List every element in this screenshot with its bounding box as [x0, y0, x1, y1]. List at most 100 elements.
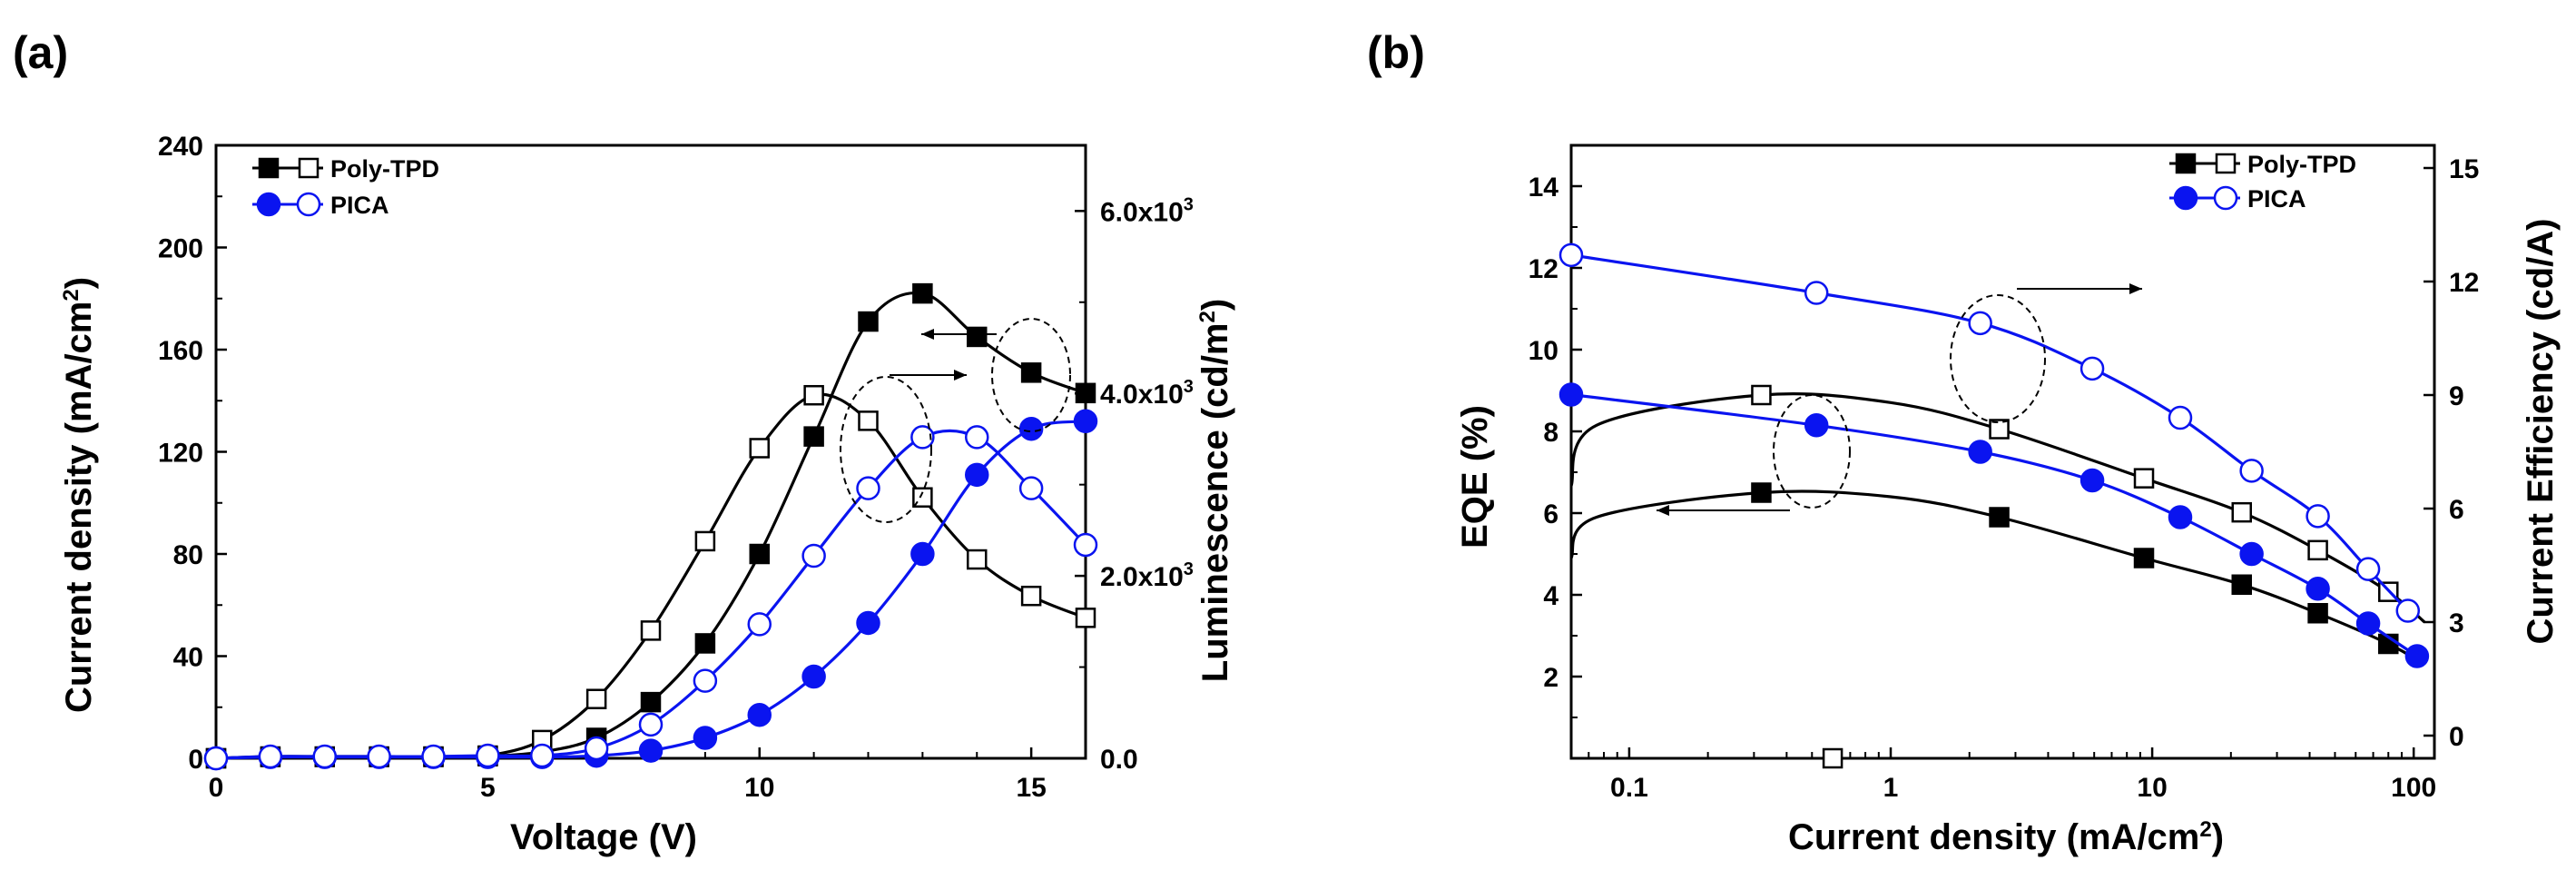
- chart-a-series-3-point-1: [258, 744, 283, 769]
- chart-a-series-3-point-4: [421, 744, 446, 769]
- chart-a-series-0-point-9: [694, 633, 716, 654]
- chart-a-series-0-point-15: [1020, 362, 1042, 383]
- chart-b-y2tick-label-2: 6: [2449, 495, 2464, 525]
- chart-a-series-3-point-3: [367, 744, 391, 769]
- chart-a-series-0-point-8: [640, 691, 662, 713]
- chart-b-ytick-label-2: 6: [1543, 499, 1558, 529]
- chart-a-series-0-point-16: [1075, 382, 1096, 404]
- chart-b-series-4-point-1: [1804, 281, 1829, 305]
- panel-label-a: (a): [13, 27, 68, 78]
- chart-a-annotation-arrow-1-head: [954, 370, 967, 381]
- chart-a-series-3-point-0: [203, 746, 229, 771]
- chart-b-xtick-label-1: 1: [1883, 773, 1899, 803]
- chart-a-series-0-point-13: [912, 282, 933, 304]
- chart-b-ytick-label-6: 14: [1529, 173, 1559, 203]
- chart-a-ytick-label-1: 40: [173, 643, 203, 673]
- chart-a-series-0-point-14: [967, 326, 988, 348]
- chart-b-series-3-point-7: [2355, 611, 2381, 636]
- chart-b-series-1-point-5: [2133, 468, 2155, 489]
- chart-a-legend-label-1: PICA: [330, 192, 389, 219]
- chart-b-series-3-point-4: [2168, 505, 2193, 529]
- chart-a-series-2-point-13: [910, 541, 935, 567]
- chart-b-series-4-point-5: [2239, 459, 2264, 483]
- chart-b-series-4-point-7: [2355, 557, 2381, 581]
- chart-b-series-4-point-0: [1558, 242, 1584, 268]
- chart-b-ytick-label-1: 4: [1543, 581, 1558, 611]
- chart-a-series-1-point-16: [1075, 608, 1096, 628]
- chart-a-series-1-point-15: [1020, 585, 1042, 607]
- chart-a-series-3-point-16: [1073, 532, 1098, 558]
- chart-b-xtick-label-3: 100: [2391, 773, 2436, 803]
- chart-a-ylabel-right: Luminescence (cd/m2): [1195, 299, 1235, 682]
- chart-a-series-0-point-10: [749, 543, 770, 565]
- chart-b-series-0-point-7: [2307, 603, 2328, 624]
- chart-b-y2tick-label-5: 15: [2449, 154, 2479, 184]
- chart-a-xtick-label-3: 15: [1016, 773, 1046, 803]
- chart-b-legend-marker-open-0: [2215, 153, 2237, 174]
- chart-b-series-3-point-2: [1968, 440, 1992, 464]
- chart-a-series-2-point-15: [1018, 416, 1044, 441]
- chart-a-series-3-point-5: [476, 743, 500, 768]
- chart-a-annotation-ellipse-1: [840, 376, 932, 523]
- chart-a-xlabel: Voltage (V): [510, 817, 697, 857]
- chart-b-ytick-label-4: 10: [1529, 336, 1558, 366]
- chart-a-series-3-point-10: [747, 612, 772, 637]
- chart-a-series-3-point-15: [1018, 476, 1044, 500]
- chart-a-ytick-label-3: 120: [158, 439, 203, 469]
- chart-a-series-1-point-9: [694, 530, 716, 552]
- chart-b-series-3-point-3: [2079, 468, 2105, 493]
- chart-b-series-4-point-2: [1968, 311, 1992, 336]
- chart-b-series-4-point-4: [2168, 405, 2193, 430]
- chart-b-y2tick-label-0: 0: [2449, 722, 2464, 752]
- chart-a-series-1-point-10: [749, 438, 770, 459]
- chart-a-series-2-point-11: [801, 664, 826, 689]
- chart-b-series-1-point-2: [1751, 384, 1772, 406]
- chart-a-series-3-point-2: [312, 744, 337, 769]
- chart-a-series-3-point-6: [530, 743, 555, 768]
- chart-b-legend-marker-open-1: [2213, 185, 2238, 211]
- chart-b-series-3-point-6: [2306, 577, 2330, 601]
- chart-b-series-3-point-8: [2404, 644, 2430, 668]
- chart-b-y2tick-label-3: 9: [2449, 381, 2464, 411]
- chart-b-legend-marker-filled-0: [2175, 153, 2197, 174]
- chart-b-series-3-point-1: [1804, 413, 1829, 438]
- chart-b-series-1-point-7: [2307, 539, 2328, 561]
- chart-a-annotation-arrow-2-head: [921, 329, 934, 340]
- chart-a-annotation-ellipse-2: [991, 318, 1071, 432]
- chart-b-annotation-arrow-2-head: [1657, 505, 1669, 516]
- chart-b-legend-label-1: PICA: [2247, 185, 2306, 213]
- chart-b-xtick-label-2: 10: [2137, 773, 2167, 803]
- chart-a-series-3-point-12: [856, 476, 880, 500]
- chart-b-series-0-point-4: [1989, 507, 2010, 528]
- chart-b-xtick-label-0: 0.1: [1610, 773, 1648, 803]
- chart-b-ytick-label-3: 8: [1543, 418, 1558, 448]
- chart-b-series-0-point-5: [2133, 548, 2155, 569]
- chart-b-y2tick-label-1: 3: [2449, 608, 2464, 638]
- chart-b-series-1-point-6: [2231, 501, 2252, 523]
- chart-a-series-1-point-7: [585, 688, 607, 709]
- chart-a-xtick-label-1: 5: [480, 773, 496, 803]
- chart-b-series-0-point-2: [1751, 482, 1772, 503]
- chart-b-series-1-point-4: [1989, 419, 2010, 440]
- chart-a-series-2-point-12: [856, 610, 880, 636]
- chart-a-ytick-label-0: 0: [188, 745, 203, 775]
- chart-a-series-1-point-8: [640, 620, 662, 641]
- chart-b-legend-label-0: Poly-TPD: [2247, 151, 2356, 178]
- chart-a-series-1-point-11: [803, 384, 824, 406]
- chart-b-ylabel-left: EQE (%): [1455, 405, 1495, 549]
- chart-b-legend-marker-filled-1: [2173, 185, 2198, 211]
- chart-a-series-2-point-10: [747, 702, 772, 727]
- chart-b-ylabel-right: Current Efficiency (cd/A): [2521, 219, 2561, 645]
- chart-b-series-line-0: [1569, 489, 2425, 666]
- chart-b-frame: [1569, 143, 2436, 760]
- chart-a-series-0-point-11: [803, 426, 824, 447]
- chart-b-series-4-point-3: [2079, 356, 2105, 381]
- chart-b-annotation-ellipse-1: [1950, 294, 2046, 423]
- chart-b: 0.1 1 10 100 2 4 6 8 10 12 14 0 3 6 9 12 15 Poly-TPD PICA: [1529, 143, 2479, 803]
- chart-a-y2tick-label-3: 6.0x103: [1100, 194, 1194, 227]
- chart-a-ytick-label-4: 160: [158, 336, 203, 366]
- chart-a-legend-marker-open-0: [298, 157, 320, 179]
- chart-b-y2tick-label-4: 12: [2449, 268, 2479, 298]
